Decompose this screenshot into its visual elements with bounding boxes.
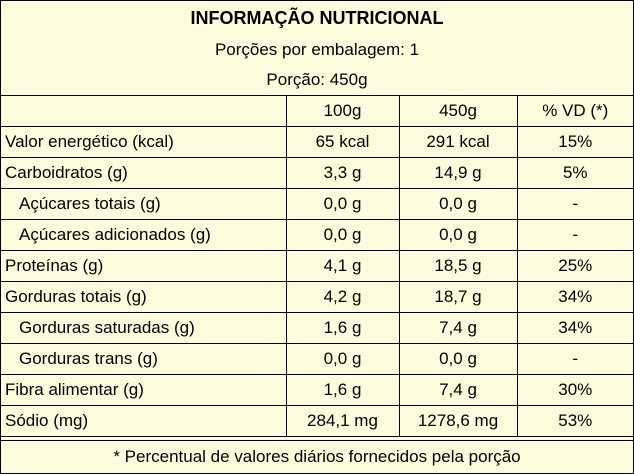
table-row: Açúcares adicionados (g) 0,0 g 0,0 g-	[1, 219, 633, 251]
value-vd: 25%	[516, 250, 633, 282]
value-vd: 30%	[516, 374, 633, 406]
value-vd: 15%	[516, 126, 633, 158]
column-header-450g: 450g	[398, 95, 518, 127]
nutrient-name: Gorduras totais (g)	[1, 281, 287, 313]
table-row: Carboidratos (g) 3,3 g 14,9 g 5%	[1, 157, 633, 189]
value-vd: -	[516, 188, 633, 220]
column-header-vd: % VD (*)	[516, 95, 633, 127]
value-450g: 18,7 g	[398, 281, 518, 313]
value-100g: 65 kcal	[285, 126, 400, 158]
value-450g: 14,9 g	[398, 157, 518, 189]
value-450g: 7,4 g	[398, 312, 518, 344]
value-100g: 1,6 g	[285, 312, 400, 344]
table-row: Sódio (mg) 284,1 mg 1278,6 mg 53%	[1, 405, 633, 437]
table-row: Fibra alimentar (g) 1,6 g 7,4 g 30%	[1, 374, 633, 406]
nutrient-name: Gorduras trans (g)	[1, 343, 287, 375]
value-vd: -	[516, 343, 633, 375]
footnote: * Percentual de valores diários fornecid…	[1, 440, 633, 473]
value-100g: 0,0 g	[285, 188, 400, 220]
nutrient-name: Carboidratos (g)	[1, 157, 287, 189]
value-100g: 0,0 g	[285, 219, 400, 251]
nutrient-name: Fibra alimentar (g)	[1, 374, 287, 406]
value-100g: 1,6 g	[285, 374, 400, 406]
label-title: INFORMAÇÃO NUTRICIONAL	[190, 8, 444, 28]
servings-per-package: Porções por embalagem: 1	[214, 40, 420, 59]
value-vd: -	[516, 219, 633, 251]
value-100g: 4,2 g	[285, 281, 400, 313]
value-100g: 0,0 g	[285, 343, 400, 375]
value-450g: 1278,6 mg	[398, 405, 518, 437]
column-header-nutrient	[1, 95, 287, 127]
nutrient-name: Açúcares totais (g)	[1, 188, 287, 220]
value-450g: 291 kcal	[398, 126, 518, 158]
nutrient-name: Proteínas (g)	[1, 250, 287, 282]
nutrient-name: Gorduras saturadas (g)	[1, 312, 287, 344]
value-100g: 284,1 mg	[285, 405, 400, 437]
nutrient-name: Valor energético (kcal)	[1, 126, 287, 158]
table-header-row: 100g 450g % VD (*)	[1, 95, 633, 127]
nutrition-table: 100g 450g % VD (*) Valor energético (kca…	[1, 95, 633, 437]
value-100g: 3,3 g	[285, 157, 400, 189]
nutrient-name: Sódio (mg)	[1, 405, 287, 437]
value-450g: 7,4 g	[398, 374, 518, 406]
value-450g: 0,0 g	[398, 219, 518, 251]
portion-size: Porção: 450g	[266, 70, 368, 89]
nutrient-name: Açúcares adicionados (g)	[1, 219, 287, 251]
value-450g: 0,0 g	[398, 343, 518, 375]
table-row: Gorduras totais (g) 4,2 g 18,7 g 34%	[1, 281, 633, 313]
table-row: Gorduras trans (g) 0,0 g 0,0 g-	[1, 343, 633, 375]
table-row: Açúcares totais (g) 0,0 g 0,0 g-	[1, 188, 633, 220]
table-row: Gorduras saturadas (g) 1,6 g 7,4 g 34%	[1, 312, 633, 344]
value-vd: 5%	[516, 157, 633, 189]
column-header-100g: 100g	[285, 95, 400, 127]
value-vd: 53%	[516, 405, 633, 437]
value-100g: 4,1 g	[285, 250, 400, 282]
value-vd: 34%	[516, 312, 633, 344]
value-vd: 34%	[516, 281, 633, 313]
table-row: Valor energético (kcal) 65 kcal 291 kcal 15…	[1, 126, 633, 158]
table-row: Proteínas (g) 4,1 g 18,5 g 25%	[1, 250, 633, 282]
value-450g: 18,5 g	[398, 250, 518, 282]
value-450g: 0,0 g	[398, 188, 518, 220]
